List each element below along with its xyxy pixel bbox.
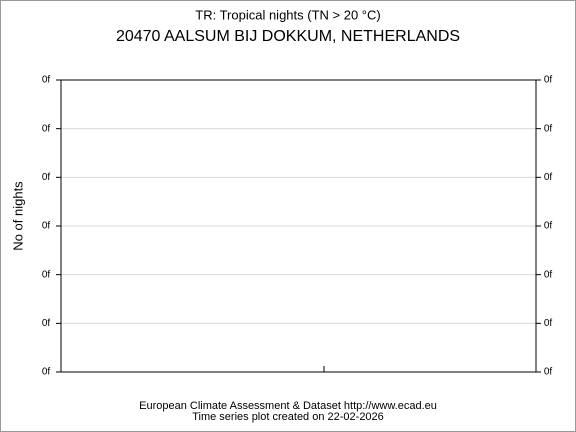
y-tick-label: 0f [42, 269, 51, 280]
y2-tick-label: 0f [544, 318, 553, 329]
y-tick-label: 0f [42, 172, 51, 183]
footer: European Climate Assessment & Dataset ht… [139, 400, 437, 412]
y-tick-label: 0f [42, 367, 51, 378]
y2-tick-label: 0f [544, 221, 553, 232]
y2-tick-label: 0f [544, 269, 553, 280]
y-axis-label: No of nights [10, 181, 25, 251]
y2-tick-label: 0f [544, 123, 553, 134]
y-tick-label: 0f [42, 123, 51, 134]
y-tick-label: 0f [42, 75, 51, 86]
y-tick-label: 0f [42, 221, 51, 232]
chart-title: TR: Tropical nights (TN > 20 °C) [195, 7, 380, 22]
y-tick-label: 0f [42, 318, 51, 329]
y2-tick-label: 0f [544, 75, 553, 86]
y2-tick-label: 0f [544, 172, 553, 183]
y2-tick-label: 0f [544, 367, 553, 378]
chart-subtitle: 20470 AALSUM BIJ DOKKUM, NETHERLANDS [116, 28, 460, 45]
footer: Time series plot created on 22-02-2026 [192, 411, 384, 423]
